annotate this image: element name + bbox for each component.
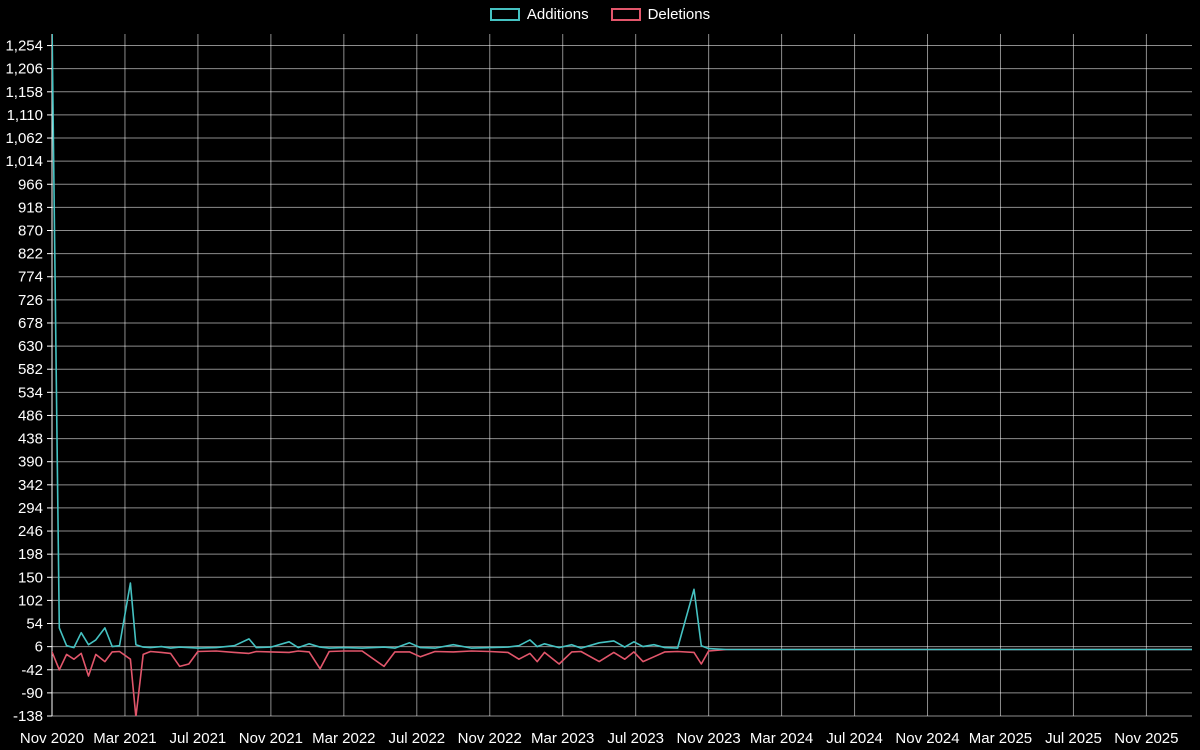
x-tick-label: Mar 2025	[969, 730, 1032, 747]
legend-label-deletions: Deletions	[647, 6, 711, 23]
x-tick-label: Jul 2025	[1045, 730, 1102, 747]
y-tick-label: -90	[21, 685, 43, 702]
y-tick-label: 102	[18, 592, 43, 609]
y-tick-label: 150	[18, 569, 43, 586]
y-tick-label: 966	[18, 176, 43, 193]
y-tick-label: 246	[18, 523, 43, 540]
y-tick-label: 486	[18, 407, 43, 424]
chart-legend: Additions Deletions	[0, 6, 1200, 23]
y-axis	[47, 34, 53, 717]
x-tick-label: Mar 2022	[312, 730, 375, 747]
x-tick-label: Mar 2024	[750, 730, 813, 747]
x-tick-label: Nov 2025	[1114, 730, 1178, 747]
y-tick-label: 678	[18, 315, 43, 332]
x-tick-label: Nov 2023	[677, 730, 741, 747]
x-tick-label: Jul 2022	[388, 730, 445, 747]
legend-label-additions: Additions	[526, 6, 589, 23]
x-tick-label: Nov 2021	[239, 730, 303, 747]
x-tick-label: Mar 2023	[531, 730, 594, 747]
additions-swatch-icon	[489, 8, 520, 21]
x-tick-label: Nov 2022	[458, 730, 522, 747]
y-tick-label: 918	[18, 199, 43, 216]
x-tick-label: Jul 2024	[826, 730, 883, 747]
y-tick-label: 1,206	[5, 61, 43, 78]
y-tick-label: 1,062	[5, 130, 43, 147]
legend-item-deletions[interactable]: Deletions	[610, 6, 711, 23]
y-tick-label: 390	[18, 454, 43, 471]
y-tick-label: 342	[18, 477, 43, 494]
series-group	[52, 34, 1192, 716]
y-tick-label: -138	[13, 708, 43, 725]
y-tick-label: 1,158	[5, 84, 43, 101]
deletions-swatch-icon	[610, 8, 641, 21]
y-tick-label: 294	[18, 500, 43, 517]
x-tick-label: Jul 2023	[607, 730, 664, 747]
y-tick-label: 54	[26, 616, 43, 633]
y-tick-label: 582	[18, 361, 43, 378]
gridlines	[51, 34, 1192, 717]
x-tick-label: Mar 2021	[93, 730, 156, 747]
y-tick-label: -42	[21, 662, 43, 679]
y-tick-label: 1,110	[7, 107, 43, 124]
x-tick-label: Jul 2021	[170, 730, 227, 747]
y-tick-label: 1,254	[5, 38, 43, 55]
x-tick-label: Nov 2020	[20, 730, 84, 747]
y-tick-label: 438	[18, 431, 43, 448]
y-tick-label: 870	[18, 223, 43, 240]
y-tick-label: 774	[18, 269, 43, 286]
y-tick-label: 1,014	[5, 153, 43, 170]
y-tick-label: 726	[18, 292, 43, 309]
y-tick-label: 534	[18, 384, 43, 401]
deletions-line	[52, 648, 1192, 716]
y-tick-label: 630	[18, 338, 43, 355]
y-tick-label: 6	[35, 639, 43, 656]
x-tick-label: Nov 2024	[895, 730, 959, 747]
additions-line	[52, 34, 1192, 651]
legend-item-additions[interactable]: Additions	[489, 6, 589, 23]
y-tick-label: 822	[18, 246, 43, 263]
y-tick-label: 198	[18, 546, 43, 563]
